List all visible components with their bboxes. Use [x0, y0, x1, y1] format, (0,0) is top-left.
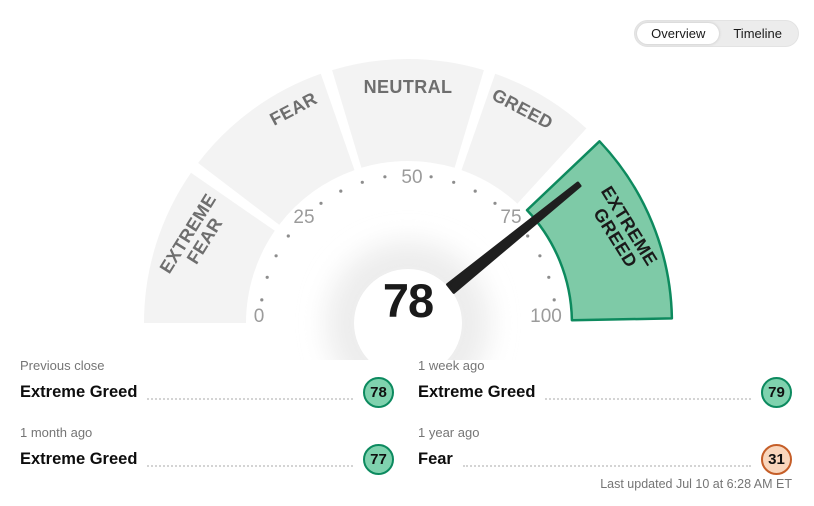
stat-label: 1 week ago [418, 358, 485, 373]
dotted-leader [147, 465, 353, 467]
tab-timeline[interactable]: Timeline [719, 23, 796, 44]
dotted-leader [147, 398, 353, 400]
stat-rating: Fear [418, 449, 453, 468]
stat-label: 1 year ago [418, 425, 480, 440]
gauge-current-value: 78 [383, 274, 433, 327]
stat-label: 1 month ago [20, 425, 93, 440]
gauge-segment-greed [461, 73, 587, 204]
stat-one-month-ago: 1 month ago Extreme Greed 77 [20, 425, 394, 475]
stat-label: Previous close [20, 358, 105, 373]
gauge-tick-dots [260, 175, 556, 302]
tick-label-0: 0 [254, 306, 265, 327]
tick-label-75: 75 [500, 207, 521, 228]
gauge-segment-extreme-greed-selected [525, 140, 674, 322]
gauge-segment-neutral [332, 58, 484, 168]
dotted-leader [545, 398, 751, 400]
stat-previous-close: Previous close Extreme Greed 78 [20, 358, 394, 408]
score-badge: 77 [363, 443, 394, 475]
stat-rating: Extreme Greed [418, 382, 536, 401]
score-badge: 78 [363, 376, 394, 408]
dotted-leader [462, 465, 751, 467]
tick-label-100: 100 [530, 306, 562, 327]
gauge-needle [446, 181, 582, 294]
score-badge: 79 [761, 376, 792, 408]
history-stats: Previous close Extreme Greed 78 1 week a… [0, 358, 814, 475]
stat-one-year-ago: 1 year ago Fear 31 [418, 425, 792, 475]
fear-greed-gauge: EXTREME FEAR FEAR NEUTRAL GREED EXTREME … [144, 58, 674, 360]
score-badge: 31 [761, 443, 792, 475]
tick-label-50: 50 [401, 167, 422, 188]
gauge-center-disc [354, 269, 462, 360]
gauge-segment-extreme-fear [144, 172, 275, 323]
last-updated-text: Last updated Jul 10 at 6:28 AM ET [600, 477, 792, 491]
view-toggle: Overview Timeline [634, 20, 799, 47]
tab-overview[interactable]: Overview [637, 23, 720, 44]
tick-label-25: 25 [293, 207, 314, 228]
segment-label-neutral: NEUTRAL [364, 77, 453, 97]
stat-rating: Extreme Greed [20, 382, 138, 401]
gauge-segment-fear [198, 73, 355, 225]
stat-rating: Extreme Greed [20, 449, 138, 468]
stat-one-week-ago: 1 week ago Extreme Greed 79 [418, 358, 792, 408]
